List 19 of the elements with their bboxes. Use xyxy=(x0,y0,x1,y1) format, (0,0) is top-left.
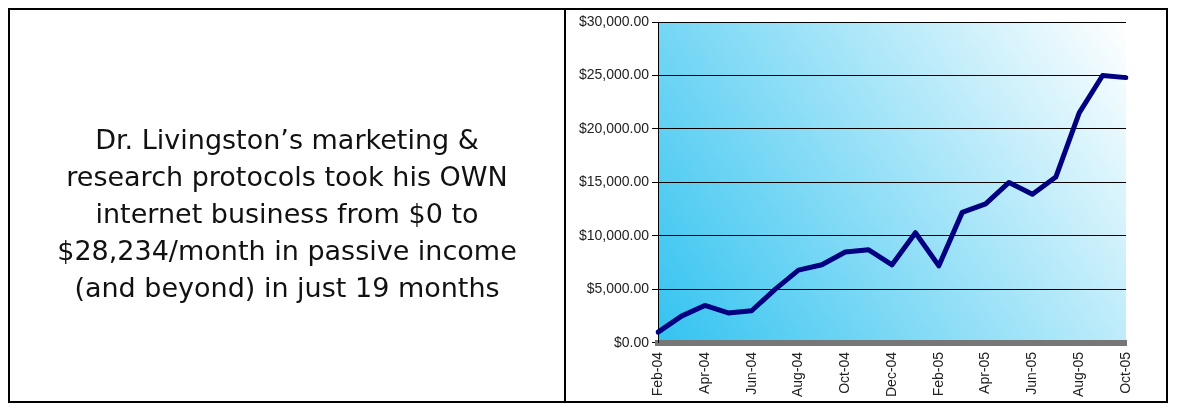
x-tick-label: Jun-05 xyxy=(1023,351,1040,395)
x-tick-label: Feb-04 xyxy=(648,351,665,397)
y-tick-label: $15,000.00 xyxy=(578,173,650,190)
x-tick-label: Aug-05 xyxy=(1070,351,1087,398)
y-tick-label: $5,000.00 xyxy=(586,280,650,297)
x-tick-label: Oct-04 xyxy=(836,351,853,394)
x-tick-label: Jun-04 xyxy=(742,351,759,395)
y-tick-label: $10,000.00 xyxy=(578,226,650,243)
x-tick-label: Aug-04 xyxy=(789,351,806,398)
text: Dr. Livingston’s marketing & research protocols took his OWN internet business from $0 to $28,234/month in passive income (and beyond) in just 19 months xyxy=(56,123,518,305)
y-tick-label: $20,000.00 xyxy=(578,119,650,136)
x-tick-label: Oct-05 xyxy=(1116,351,1133,394)
x-tick-label: Apr-04 xyxy=(695,351,712,394)
y-tick-label: $0.00 xyxy=(614,333,650,350)
x-tick-label: Apr-05 xyxy=(976,351,993,394)
x-tick-label: Dec-04 xyxy=(882,351,899,397)
x-tick-label: Feb-05 xyxy=(929,351,946,397)
y-tick-label: $25,000.00 xyxy=(578,66,650,83)
y-tick-label: $30,000.00 xyxy=(578,12,650,29)
